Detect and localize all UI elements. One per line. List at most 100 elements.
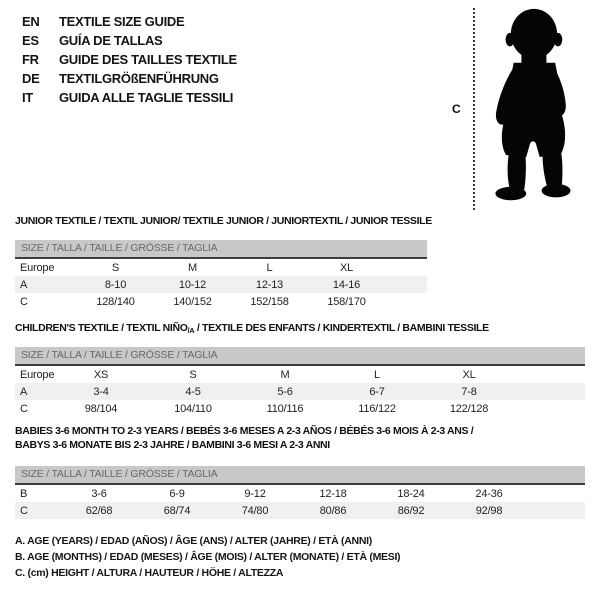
toddler-silhouette: [495, 8, 571, 201]
table-row: A 8-10 10-12 12-13 14-16: [15, 276, 427, 293]
size-value-cell: 80/86: [319, 504, 347, 517]
size-value-cell: XS: [93, 368, 109, 381]
table-title-line: BABYS 3-6 MONATE BIS 2-3 JAHRE / BAMBINI…: [15, 438, 585, 452]
table-title-line: CHILDREN'S TEXTILE / TEXTIL NIÑO/A / TEX…: [15, 321, 585, 338]
footnote-line: A. AGE (YEARS) / EDAD (AÑOS) / ÂGE (ANS)…: [15, 535, 372, 547]
size-value-cell: 92/98: [475, 504, 503, 517]
language-code: EN: [22, 14, 40, 29]
row-label-cell: Europe: [20, 261, 55, 274]
size-value-cell: 14-16: [332, 278, 361, 291]
language-row: IT GUIDA ALLE TAGLIE TESSILI: [22, 88, 237, 107]
table-title-childrens-textile: CHILDREN'S TEXTILE / TEXTIL NIÑO/A / TEX…: [15, 321, 585, 338]
spacer-cell: [528, 502, 585, 519]
size-value-cell: 9-12: [244, 487, 266, 500]
table-row: Europe XS S M L XL: [15, 366, 585, 383]
height-measure-label: C: [452, 102, 461, 116]
table-title-junior-textile: JUNIOR TEXTILE / TEXTIL JUNIOR/ TEXTILE …: [15, 214, 432, 228]
subscript-text: /A: [187, 326, 195, 335]
language-row: FR GUIDE DES TAILLES TEXTILE: [22, 50, 237, 69]
table-title-line: JUNIOR TEXTILE / TEXTIL JUNIOR/ TEXTILE …: [15, 214, 432, 228]
language-code: ES: [22, 33, 39, 48]
language-code: IT: [22, 90, 33, 105]
table-title-babies-textile: BABIES 3-6 MONTH TO 2-3 YEARS / BEBÉS 3-…: [15, 424, 585, 452]
title-text: BABIES 3-6 MONTH TO 2-3 YEARS / BEBÉS 3-…: [15, 425, 474, 437]
title-text: BABYS 3-6 MONATE BIS 2-3 JAHRE / BAMBINI…: [15, 439, 330, 451]
size-value-cell: 7-8: [461, 385, 477, 398]
row-label-cell: C: [20, 504, 28, 517]
size-value-cell: 110/116: [266, 402, 304, 415]
size-value-cell: 4-5: [185, 385, 201, 398]
table-row: A 3-4 4-5 5-6 6-7 7-8: [15, 383, 585, 400]
language-code: DE: [22, 71, 40, 86]
language-title: TEXTILGRÖßENFÜHRUNG: [59, 71, 219, 86]
size-header-bar: SIZE / TALLA / TAILLE / GRÖSSE / TAGLIA: [15, 240, 427, 259]
language-row: EN TEXTILE SIZE GUIDE: [22, 12, 237, 31]
language-title-list: EN TEXTILE SIZE GUIDE ES GUÍA DE TALLAS FR GU…: [22, 12, 237, 107]
size-value-cell: L: [266, 261, 273, 274]
size-value-cell: 12-13: [255, 278, 284, 291]
size-value-cell: 10-12: [178, 278, 207, 291]
language-title: GUIDE DES TAILLES TEXTILE: [59, 52, 237, 67]
footnote-list: A. AGE (YEARS) / EDAD (AÑOS) / ÂGE (ANS)…: [15, 533, 401, 581]
size-table-junior-textile: SIZE / TALLA / TAILLE / GRÖSSE / TAGLIA E…: [15, 240, 427, 310]
size-table-babies-textile: SIZE / TALLA / TAILLE / GRÖSSE / TAGLIA B…: [15, 466, 585, 519]
size-value-cell: 6-7: [369, 385, 385, 398]
size-value-cell: 74/80: [241, 504, 269, 517]
size-value-cell: 98/104: [84, 402, 118, 415]
footnote-line: C. (cm) HEIGHT / ALTURA / HAUTEUR / HÖHE…: [15, 567, 284, 579]
language-title: GUIDA ALLE TAGLIE TESSILI: [59, 90, 234, 105]
size-table-childrens-textile: SIZE / TALLA / TAILLE / GRÖSSE / TAGLIA E…: [15, 347, 585, 417]
size-value-cell: L: [374, 368, 380, 381]
height-measure-line: [473, 8, 475, 210]
row-label-cell: B: [20, 487, 28, 500]
size-value-cell: 12-18: [319, 487, 347, 500]
size-value-cell: 3-4: [93, 385, 109, 398]
language-row: DE TEXTILGRÖßENFÜHRUNG: [22, 69, 237, 88]
spacer-cell: [515, 366, 585, 383]
language-code: FR: [22, 52, 39, 67]
spacer-cell: [385, 259, 427, 276]
spacer-cell: [528, 485, 585, 502]
size-table: Europe XS S M L XL A 3-4 4-5 5-6 6-7 7-8 C 98/104 104/…: [15, 366, 585, 417]
size-value-cell: XL: [339, 261, 354, 274]
spacer-cell: [515, 400, 585, 417]
footnote-line: B. AGE (MONTHS) / EDAD (MESES) / ÂGE (MO…: [15, 551, 401, 563]
size-table: B 3-6 6-9 9-12 12-18 18-24 24-36 C 62/68 68/74 74/…: [15, 485, 585, 519]
language-title: GUÍA DE TALLAS: [59, 33, 163, 48]
title-text: CHILDREN'S TEXTILE / TEXTIL NIÑO: [15, 322, 188, 334]
size-value-cell: XL: [462, 368, 476, 381]
row-label-cell: A: [20, 278, 28, 291]
language-row: ES GUÍA DE TALLAS: [22, 31, 237, 50]
size-value-cell: 3-6: [91, 487, 107, 500]
row-label-cell: A: [20, 385, 28, 398]
size-value-cell: S: [111, 261, 120, 274]
size-value-cell: M: [188, 261, 197, 274]
title-text: / TEXTILE DES ENFANTS / KINDERTEXTIL / B…: [194, 322, 489, 334]
title-text: JUNIOR TEXTILE / TEXTIL JUNIOR/ TEXTILE …: [15, 215, 432, 227]
size-value-cell: M: [280, 368, 290, 381]
table-row: C 128/140 140/152 152/158 158/170: [15, 293, 427, 310]
size-value-cell: 122/128: [449, 402, 489, 415]
size-header-bar: SIZE / TALLA / TAILLE / GRÖSSE / TAGLIA: [15, 466, 585, 485]
spacer-cell: [385, 276, 427, 293]
size-value-cell: 86/92: [397, 504, 425, 517]
size-value-cell: 8-10: [104, 278, 127, 291]
size-value-cell: S: [189, 368, 197, 381]
size-value-cell: 116/122: [358, 402, 396, 415]
size-value-cell: 158/170: [327, 295, 366, 308]
row-label-cell: Europe: [20, 368, 55, 381]
row-label-cell: C: [20, 402, 28, 415]
size-value-cell: 24-36: [475, 487, 503, 500]
size-value-cell: 18-24: [397, 487, 425, 500]
table-row: C 62/68 68/74 74/80 80/86 86/92 92/98: [15, 502, 585, 519]
table-row: B 3-6 6-9 9-12 12-18 18-24 24-36: [15, 485, 585, 502]
size-value-cell: 68/74: [163, 504, 191, 517]
size-value-cell: 62/68: [85, 504, 113, 517]
size-value-cell: 140/152: [173, 295, 212, 308]
table-row: Europe S M L XL: [15, 259, 427, 276]
size-value-cell: 5-6: [277, 385, 293, 398]
size-header-bar: SIZE / TALLA / TAILLE / GRÖSSE / TAGLIA: [15, 347, 585, 366]
size-value-cell: 152/158: [250, 295, 289, 308]
size-value-cell: 128/140: [96, 295, 135, 308]
